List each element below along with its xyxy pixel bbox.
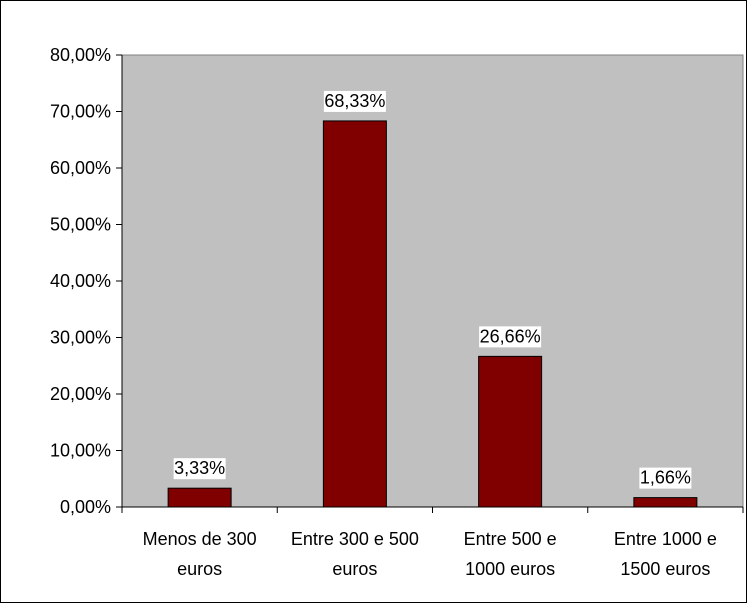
data-label-bg <box>173 458 226 480</box>
y-tick-label: 50,00% <box>50 215 111 235</box>
y-tick-label: 20,00% <box>50 384 111 404</box>
y-tick-label: 0,00% <box>60 497 111 517</box>
data-label: 3,33% <box>174 458 225 478</box>
data-label-bg <box>479 326 542 348</box>
x-tick-label: Menos de 300 euros <box>143 529 257 579</box>
x-tick-label: Entre 500 e 1000 euros <box>464 529 557 579</box>
x-tick-label: Entre 300 e 500 euros <box>291 529 419 579</box>
y-tick-label: 60,00% <box>50 158 111 178</box>
y-tick-label: 30,00% <box>50 328 111 348</box>
y-tick-label: 40,00% <box>50 271 111 291</box>
x-tick-label: Entre 1000 e 1500 euros <box>614 529 717 579</box>
data-labels: 3,33% 68,33% 26,66% 1,66% <box>173 90 692 489</box>
bar <box>322 120 387 508</box>
y-tick-label: 70,00% <box>50 102 111 122</box>
data-label-bg <box>639 467 692 489</box>
y-tick-label: 10,00% <box>50 441 111 461</box>
data-label: 1,66% <box>640 468 691 488</box>
data-label: 26,66% <box>480 326 541 346</box>
data-label-bg <box>323 90 386 112</box>
y-tick-label: 80,00% <box>50 45 111 65</box>
data-label: 68,33% <box>324 91 385 111</box>
bar <box>478 355 543 508</box>
bar <box>167 487 232 508</box>
y-axis: 0,00% 10,00% 20,00% 30,00% 40,00% 50,00% 60,00… <box>50 45 123 517</box>
plot-area <box>121 54 744 508</box>
x-axis: Menos de 300 euros Entre 300 e 500 euros Ent… <box>121 506 744 579</box>
bars <box>167 120 698 508</box>
bar <box>633 497 698 508</box>
